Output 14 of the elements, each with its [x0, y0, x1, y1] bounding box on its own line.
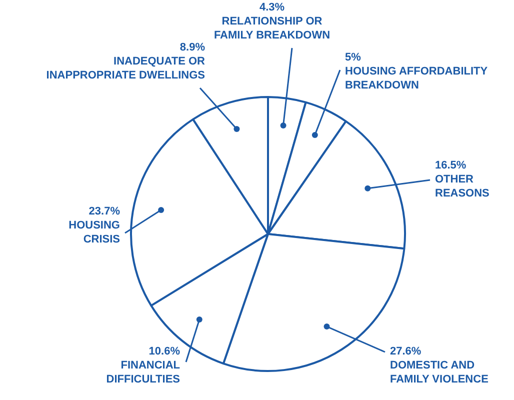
data-label: 23.7%: [88, 206, 120, 218]
slice-label: HOUSING AFFORDABILITY BREAKDOWN: [345, 66, 488, 92]
data-label: 16.5%: [435, 160, 466, 172]
slice-label: RELATIONSHIP OR FAMILY BREAKDOWN: [214, 16, 330, 42]
slice-label: OTHER REASONS: [435, 174, 490, 200]
data-label: 27.6%: [390, 346, 422, 358]
data-label: 5%: [345, 52, 362, 64]
slice-label: INADEQUATE OR INAPPROPRIATE DWELLINGS: [46, 56, 206, 82]
slice-label: DOMESTIC AND FAMILY VIOLENCE: [390, 360, 488, 386]
data-label: 4.3%: [259, 2, 285, 14]
slice-label: FINANCIAL DIFFICULTIES: [106, 360, 180, 386]
data-label: 10.6%: [148, 346, 180, 358]
data-label: 8.9%: [180, 42, 206, 54]
slice-label: HOUSING CRISIS: [68, 220, 120, 246]
